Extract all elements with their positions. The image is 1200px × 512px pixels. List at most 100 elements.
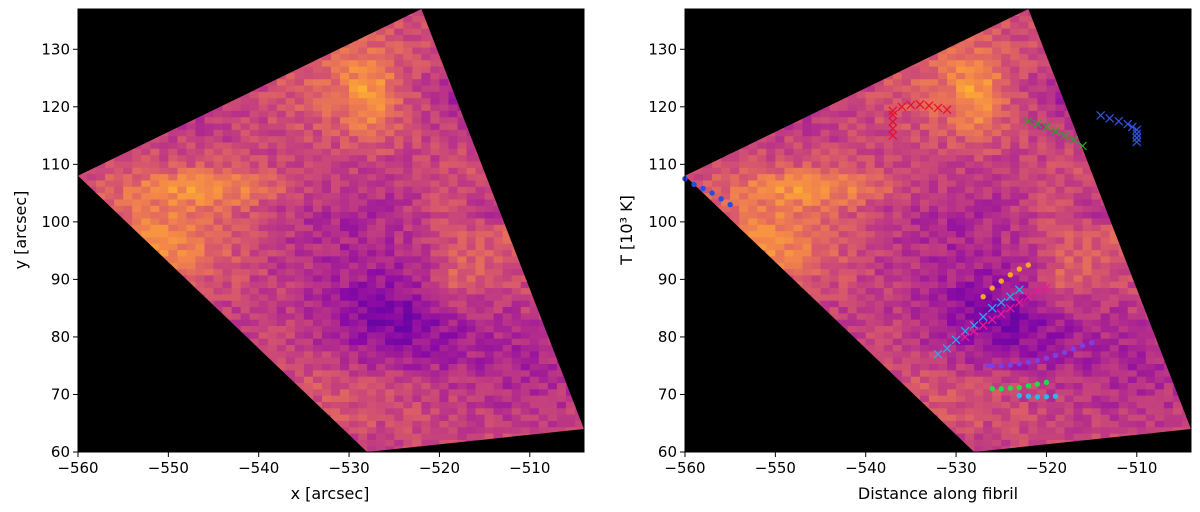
series-0-marker [888, 110, 898, 120]
x-tick-label: −540 [238, 459, 279, 477]
series-6-point [1016, 266, 1023, 272]
series-8-point [989, 386, 995, 392]
series-2-marker [1096, 110, 1106, 120]
series-5-point [718, 196, 724, 202]
x-tick-label: −530 [935, 459, 976, 477]
series-3-marker [978, 312, 988, 322]
series-7-point [1079, 342, 1086, 349]
right-y-axis-label: T [10³ K] [617, 195, 636, 266]
series-4-marker [960, 332, 970, 342]
y-tick-label: 120 [648, 98, 677, 116]
series-4-marker [987, 315, 997, 325]
series-6-point [1025, 262, 1032, 268]
y-tick-label: 110 [648, 155, 677, 173]
series-4-marker [1023, 292, 1033, 302]
y-tick-label: 80 [51, 328, 70, 346]
series-0-marker [915, 100, 925, 109]
series-9-point [1025, 393, 1032, 399]
y-tick-label: 60 [658, 443, 677, 461]
series-4-marker [969, 326, 979, 336]
series-1-marker [1041, 122, 1051, 132]
x-tick-label: −530 [328, 459, 369, 477]
x-tick-label: −550 [148, 459, 189, 477]
y-tick-label: 90 [51, 270, 70, 288]
series-2-marker [1132, 137, 1142, 147]
series-5-point [700, 185, 706, 192]
series-0-marker [888, 124, 898, 134]
series-4-marker [1041, 283, 1051, 293]
y-tick-label: 130 [41, 40, 70, 58]
series-3-marker [987, 303, 997, 313]
series-2-marker [1105, 113, 1115, 123]
x-tick-label: −560 [57, 459, 98, 477]
series-7-point [1052, 352, 1059, 359]
y-tick-label: 70 [658, 385, 677, 403]
series-2-marker [1123, 119, 1133, 129]
left-panel: −560 −550 −540 −530 −520 −510 60 70 80 90 100 110 12… [41, 8, 585, 477]
series-1-marker [1051, 126, 1060, 136]
series-3-marker [951, 335, 961, 345]
right-panel: −560 −550 −540 −530 −520 −510 60 70 80 90 100 110 12… [648, 8, 1192, 477]
series-1-marker [1078, 141, 1088, 151]
series-7-point [1025, 359, 1032, 365]
series-3-marker [1014, 285, 1024, 295]
series-3-marker [933, 349, 943, 359]
x-tick-label: −510 [509, 459, 550, 477]
y-tick-label: 90 [658, 270, 677, 288]
series-9-point [1034, 394, 1041, 400]
series-0-marker [942, 105, 952, 115]
series-8-point [1043, 379, 1050, 386]
series-0-marker [906, 100, 916, 110]
series-6-point [1007, 272, 1013, 278]
series-6-point [980, 293, 986, 300]
series-8-point [1025, 383, 1032, 389]
series-2-marker [1132, 129, 1142, 139]
series-2-marker [1127, 122, 1137, 132]
series-8-point [1034, 381, 1041, 387]
x-tick-label: −560 [664, 459, 705, 477]
y-tick-label: 100 [41, 213, 70, 231]
series-6-point [998, 278, 1004, 284]
series-7-point [1043, 355, 1050, 361]
series-1-marker [1023, 116, 1033, 126]
axes-frame [684, 8, 1192, 453]
series-8-point [998, 386, 1004, 392]
x-tick-label: −550 [755, 459, 796, 477]
series-7-point [1088, 339, 1095, 346]
series-7-point [1061, 349, 1068, 356]
series-5-point [709, 190, 715, 196]
series-7-point [984, 363, 991, 369]
x-tick-label: −520 [419, 459, 460, 477]
series-0-marker [888, 106, 898, 116]
series-7-point [1007, 362, 1013, 368]
series-2-marker [1132, 133, 1142, 143]
y-tick-label: 70 [51, 385, 70, 403]
series-9-point [1052, 393, 1059, 399]
series-3-marker [996, 297, 1006, 307]
series-0-marker [888, 131, 898, 141]
x-tick-label: −510 [1116, 459, 1157, 477]
series-5-point [691, 181, 697, 188]
right-x-axis-label: Distance along fibril [858, 484, 1018, 503]
series-7-point [1070, 346, 1077, 352]
left-y-axis-label: y [arcsec] [11, 191, 30, 270]
series-0-marker [933, 103, 943, 113]
y-tick-label: 80 [658, 328, 677, 346]
y-tick-label: 100 [648, 213, 677, 231]
series-4-marker [978, 320, 988, 330]
series-4-marker [996, 309, 1006, 319]
series-9-point [1016, 392, 1023, 399]
series-1-marker [1032, 119, 1042, 129]
x-tick-label: −520 [1026, 459, 1067, 477]
series-2-marker [1114, 116, 1124, 126]
series-7-point [989, 363, 995, 369]
series-8-point [1016, 384, 1023, 391]
series-7-point [998, 363, 1004, 369]
x-tick-label: −540 [845, 459, 886, 477]
series-9-point [1043, 394, 1050, 400]
series-4-marker [1014, 297, 1024, 307]
series-1-marker [1060, 131, 1069, 141]
series-0-marker [924, 101, 934, 111]
series-6-point [989, 285, 995, 291]
series-7-point [1016, 361, 1023, 367]
